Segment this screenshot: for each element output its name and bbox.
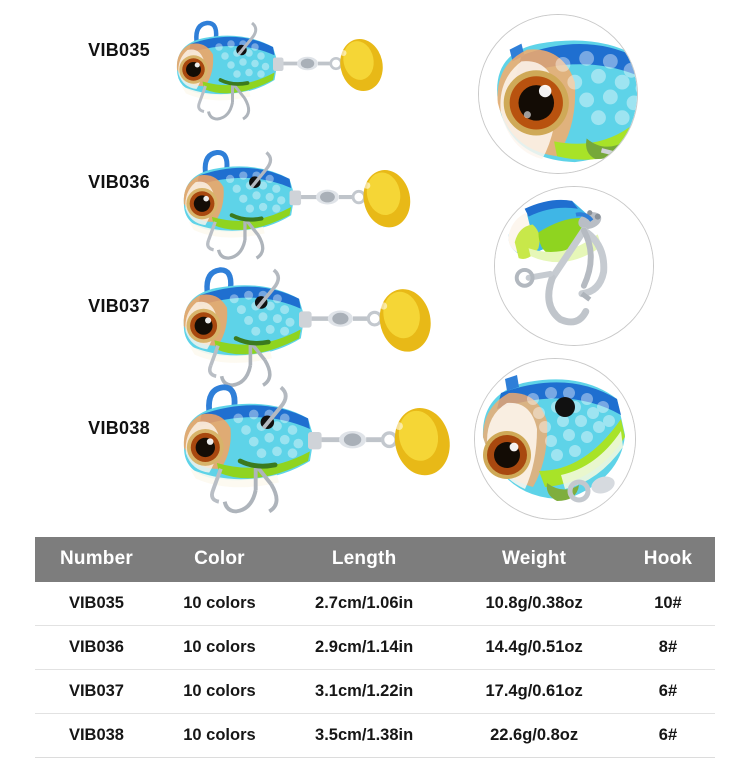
cell-length: 3.1cm/1.22in [280,669,448,714]
lure-illustration [162,136,417,268]
cell-weight: 22.6g/0.8oz [447,713,621,758]
lure-svg [183,150,411,260]
cell-color: 10 colors [157,582,281,626]
cell-number: VIB036 [35,625,158,670]
column-header-length: Length [280,537,448,582]
cell-number: VIB035 [35,582,158,626]
cell-weight: 14.4g/0.51oz [447,625,621,670]
lure-label: VIB038 [88,418,150,438]
cell-hook: 8# [620,625,715,670]
lure-row: VIB037 [0,250,460,388]
table-header-row: Number Color Length Weight Hook [35,537,715,582]
lure-svg [183,267,431,388]
cell-number: VIB038 [35,713,158,758]
cell-number: VIB037 [35,669,158,714]
lure-illustration [158,368,458,523]
table-row: VIB037 10 colors 3.1cm/1.22in 17.4g/0.61… [35,669,715,714]
column-header-color: Color [157,537,281,582]
lure-row: VIB036 [0,130,460,260]
detail-circle-head-eye [478,14,638,174]
detail-circle-body-belly [474,358,636,520]
cell-color: 10 colors [157,625,281,670]
cell-color: 10 colors [157,669,281,714]
column-header-number: Number [35,537,158,582]
lure-row: VIB035 [0,0,460,130]
detail-body-belly-svg [475,359,635,519]
cell-length: 3.5cm/1.38in [280,713,448,758]
cell-color: 10 colors [157,713,281,758]
cell-length: 2.9cm/1.14in [280,625,448,670]
cell-hook: 10# [620,582,715,626]
lure-svg [176,20,383,121]
cell-weight: 17.4g/0.61oz [447,669,621,714]
column-header-weight: Weight [447,537,621,582]
cell-weight: 10.8g/0.38oz [447,582,621,626]
spec-table: Number Color Length Weight Hook VIB035 1… [35,537,715,758]
cell-hook: 6# [620,669,715,714]
cell-length: 2.7cm/1.06in [280,582,448,626]
lure-svg [183,384,450,514]
lure-label: VIB036 [88,172,150,192]
lure-label: VIB037 [88,296,150,316]
detail-treble-hook-svg [495,187,653,345]
lure-row: VIB038 [0,368,460,514]
detail-head-eye-svg [479,15,637,173]
detail-circle-treble-hook [494,186,654,346]
cell-hook: 6# [620,713,715,758]
lure-label: VIB035 [88,40,150,60]
lure-illustration [158,8,388,128]
table-row: VIB035 10 colors 2.7cm/1.06in 10.8g/0.38… [35,582,715,626]
column-header-hook: Hook [620,537,715,582]
table-row: VIB036 10 colors 2.9cm/1.14in 14.4g/0.51… [35,625,715,670]
lure-illustration [160,252,438,396]
table-row: VIB038 10 colors 3.5cm/1.38in 22.6g/0.8o… [35,713,715,758]
